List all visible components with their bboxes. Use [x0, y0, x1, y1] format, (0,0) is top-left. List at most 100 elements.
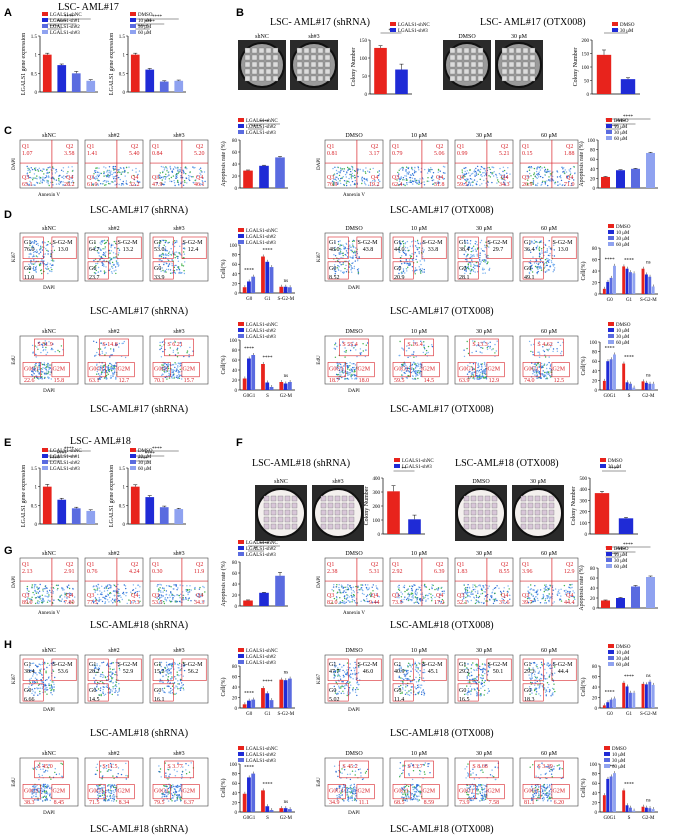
flow-event — [34, 364, 36, 366]
flow-event — [542, 176, 544, 179]
flow-event — [415, 664, 418, 666]
flow-event — [171, 259, 173, 261]
flow-event — [366, 598, 368, 600]
flow-event — [336, 345, 338, 348]
flow-event — [468, 180, 470, 182]
flow-event — [175, 175, 177, 178]
flow-event — [104, 248, 106, 250]
flow-event — [33, 583, 36, 586]
flow-event — [174, 676, 176, 678]
flow-event — [107, 366, 110, 368]
flow-event — [341, 666, 343, 668]
flow-event — [428, 170, 430, 172]
flow-event — [339, 253, 341, 255]
flow-event — [66, 586, 69, 589]
flow-event — [122, 167, 125, 169]
flow-event — [541, 181, 543, 184]
flow-event — [38, 253, 40, 255]
flow-event — [114, 688, 117, 690]
gate-g2m-value: 12.7 — [119, 378, 130, 384]
flow-event — [337, 178, 340, 180]
flow-event — [412, 362, 415, 364]
flow-event — [109, 668, 111, 670]
flow-event — [118, 588, 120, 591]
flow-event — [97, 179, 99, 181]
flow-event — [342, 681, 344, 683]
gate-g0-value: 6.66 — [24, 697, 35, 703]
panel-letter-e: E — [4, 437, 11, 449]
flow-event — [139, 600, 141, 602]
flow-event — [476, 586, 478, 588]
flow-event — [172, 588, 174, 590]
flow-event — [343, 351, 346, 353]
flow-event — [124, 356, 127, 359]
flow-event — [415, 693, 417, 696]
flow-event — [335, 373, 338, 376]
flow-event — [465, 258, 467, 261]
gate-sg2m: S-G2-M — [182, 662, 203, 668]
flow-header: 10 μM — [411, 551, 428, 557]
flow-event — [340, 169, 343, 171]
flow-event — [334, 342, 337, 344]
flow-event — [405, 686, 407, 688]
flow-event — [423, 268, 425, 271]
flow-event — [487, 257, 489, 259]
gate-q1-value: 0.81 — [327, 151, 338, 157]
flow-event — [111, 367, 113, 369]
flow-event — [44, 367, 47, 369]
flow-event — [360, 600, 362, 602]
flow-event — [113, 668, 115, 670]
flow-event — [538, 356, 541, 358]
flow-event — [493, 171, 495, 173]
flow-event — [43, 363, 45, 366]
flow-event — [350, 178, 353, 180]
flow-event — [170, 586, 172, 588]
flow-event — [550, 596, 552, 599]
flow-event — [532, 180, 535, 182]
flow-event — [114, 590, 116, 593]
gate-s: S 13.3 — [472, 342, 487, 348]
flow-event — [472, 374, 475, 376]
flow-event — [354, 260, 356, 262]
flow-event — [182, 597, 184, 599]
flow-event — [110, 170, 112, 172]
flow-event — [108, 257, 110, 259]
flow-event — [125, 595, 127, 597]
flow-event — [474, 271, 476, 273]
flow-event — [175, 251, 177, 253]
flow-event — [164, 598, 166, 600]
flow-event — [352, 255, 354, 257]
flow-event — [573, 597, 575, 599]
flow-event — [498, 172, 501, 175]
flow-event — [568, 586, 570, 588]
flow-event — [165, 268, 168, 271]
flow-event — [407, 262, 409, 265]
flow-event — [538, 353, 541, 355]
flow-event — [46, 679, 48, 681]
flow-event — [176, 671, 178, 673]
flow-event — [46, 172, 48, 174]
flow-event — [345, 601, 347, 603]
flow-event — [545, 378, 547, 380]
flow-event — [97, 373, 100, 375]
flow-event — [488, 269, 490, 271]
flow-event — [47, 373, 49, 375]
flow-event — [470, 178, 473, 180]
flow-event — [494, 587, 497, 589]
gate-q2-value: 5.31 — [369, 569, 380, 575]
flow-event — [200, 170, 202, 172]
flow-event — [492, 172, 494, 174]
flow-event — [537, 263, 539, 266]
flow-event — [192, 166, 194, 168]
flow-event — [45, 353, 47, 356]
flow-event — [165, 253, 167, 256]
flow-event — [348, 167, 350, 170]
flow-event — [535, 260, 538, 262]
flow-event — [38, 596, 40, 599]
flow-event — [111, 272, 114, 274]
flow-event — [114, 673, 116, 676]
flow-event — [342, 244, 344, 246]
flow-event — [340, 177, 342, 180]
